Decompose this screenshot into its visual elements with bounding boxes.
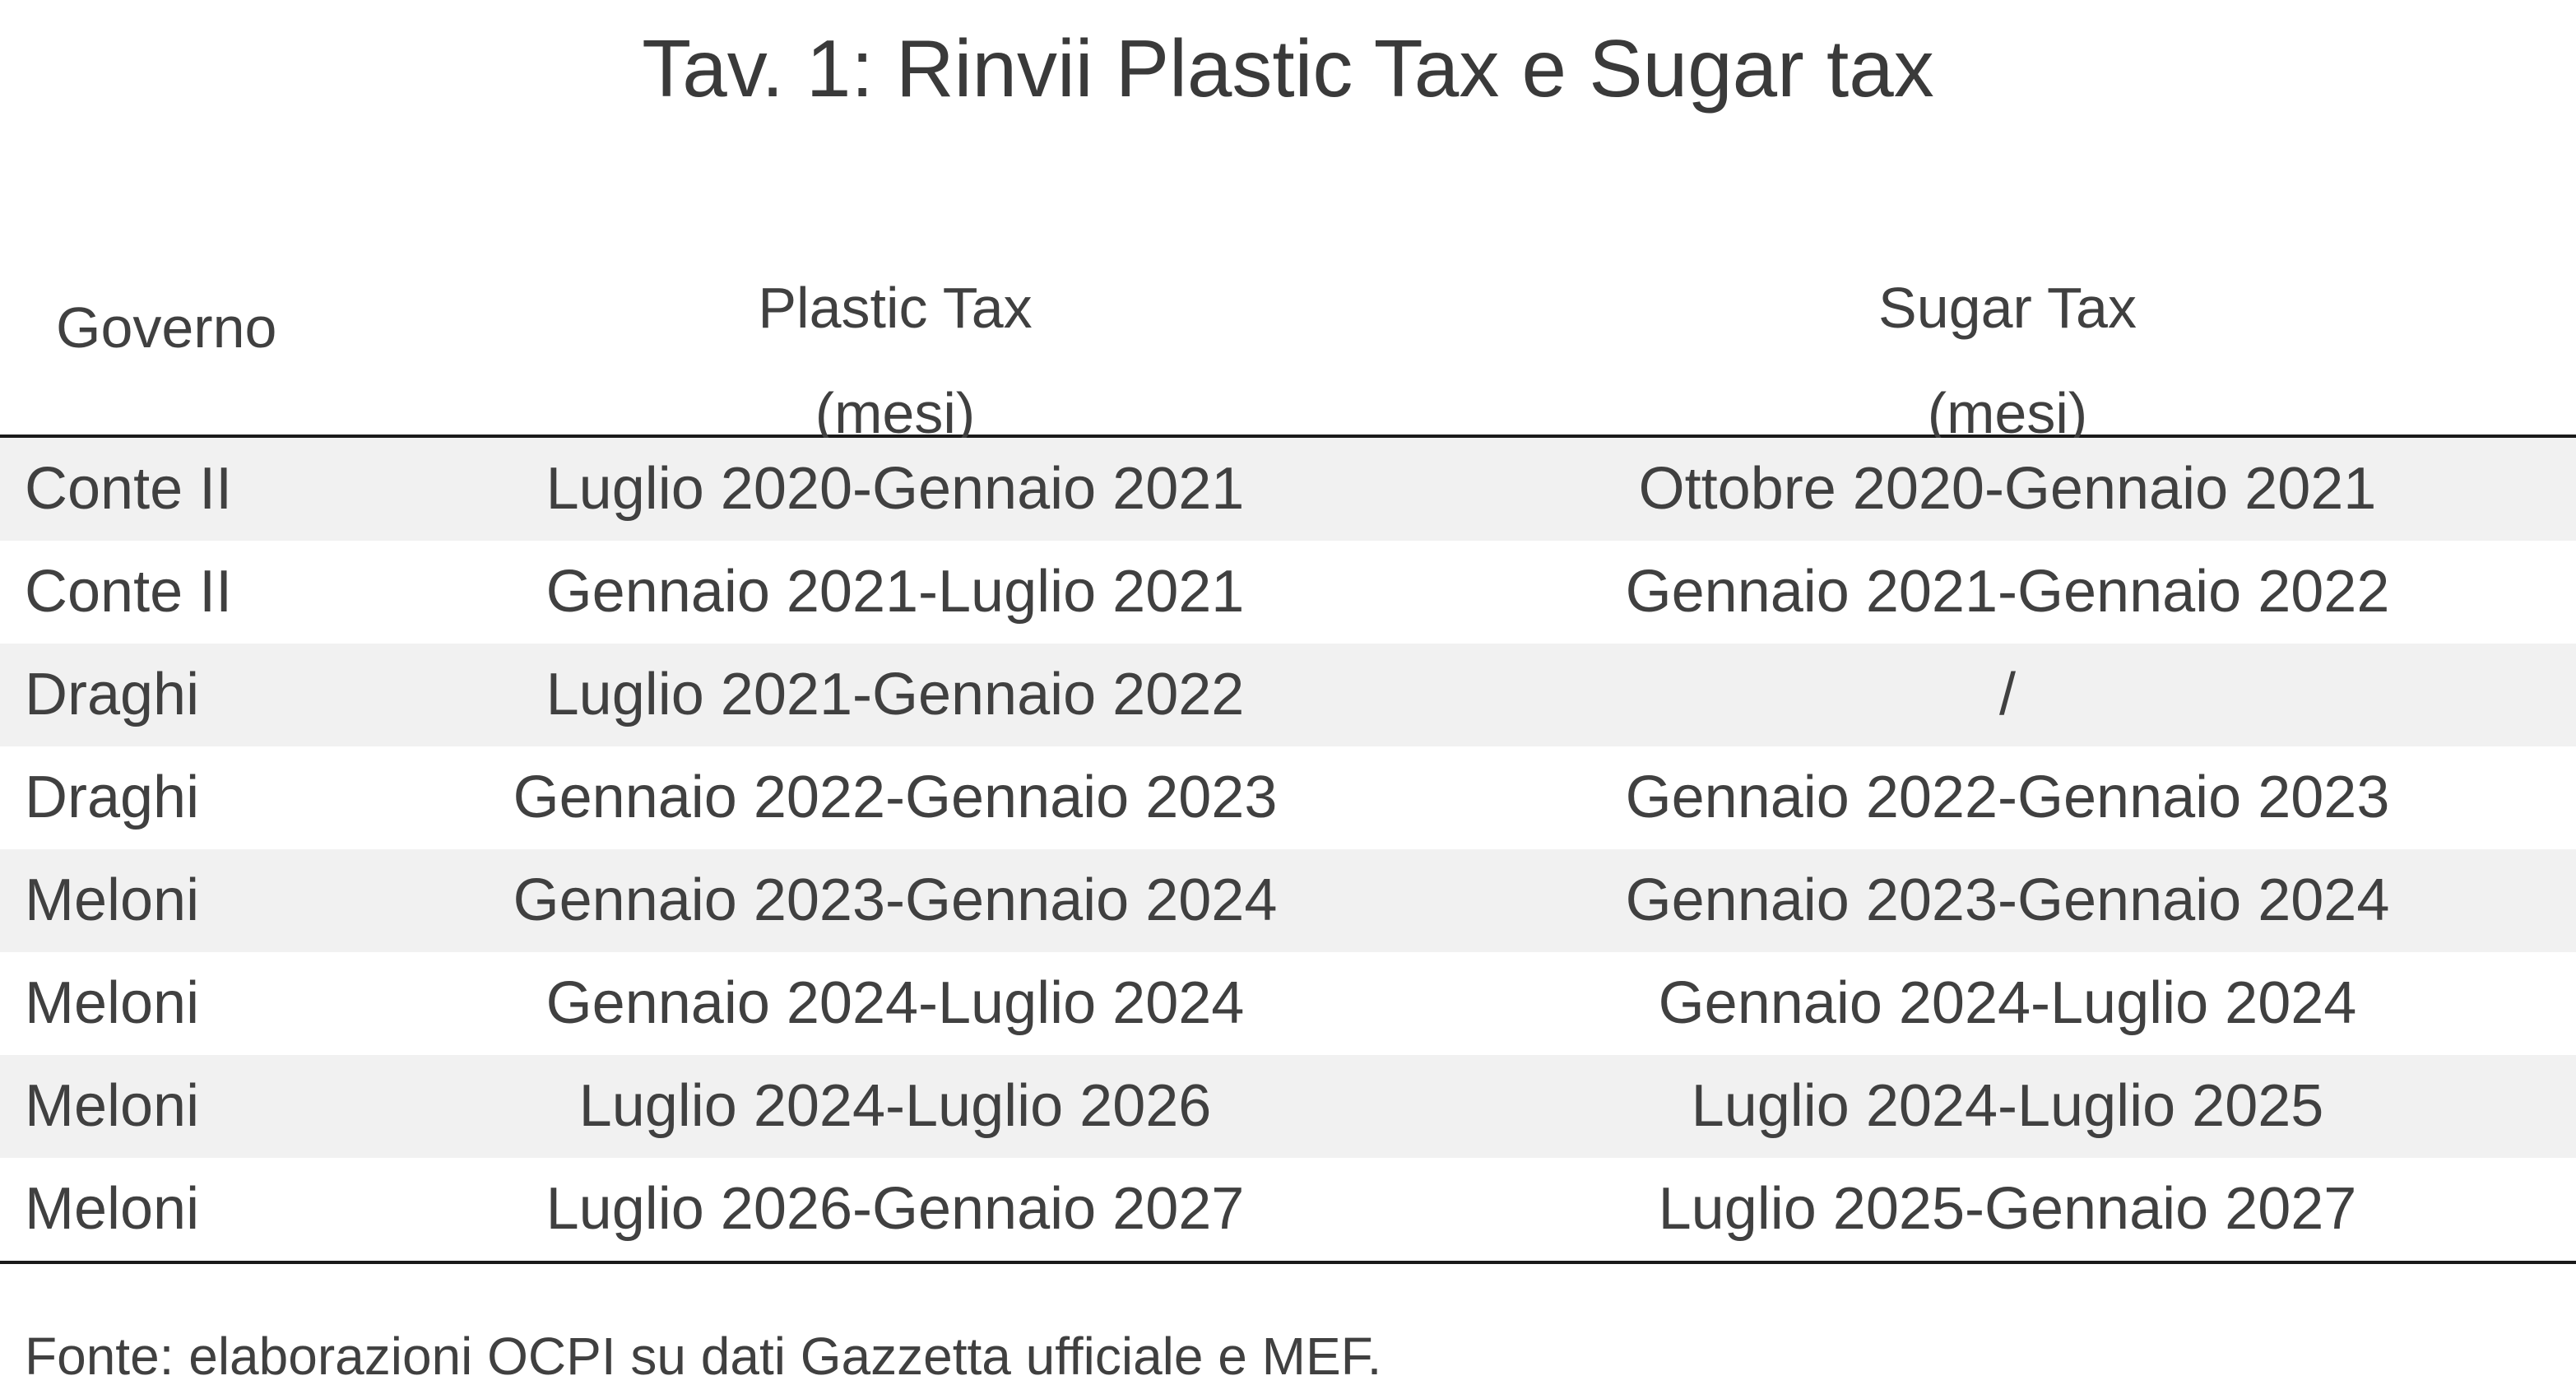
cell-sugar-tax: Gennaio 2023-Gennaio 2024 (1625, 867, 2390, 933)
cell-plastic-tax: Luglio 2021-Gennaio 2022 (545, 662, 1245, 727)
cell-governo: Meloni (25, 867, 200, 933)
header-plastic-tax-unit: (mesi) (815, 381, 976, 445)
table-title: Tav. 1: Rinvii Plastic Tax e Sugar tax (642, 23, 1934, 114)
cell-governo: Draghi (25, 765, 200, 830)
header-plastic-tax: Plastic Tax (mesi) (484, 255, 1307, 466)
table-row: Meloni Gennaio 2023-Gennaio 2024 Gennaio… (0, 849, 2576, 952)
cell-sugar-tax: Ottobre 2020-Gennaio 2021 (1638, 456, 2377, 522)
cell-governo: Meloni (25, 970, 200, 1036)
cell-governo: Conte II (25, 559, 233, 625)
header-governo: Governo (56, 295, 277, 360)
cell-plastic-tax: Gennaio 2023-Gennaio 2024 (513, 867, 1278, 933)
cell-plastic-tax: Luglio 2026-Gennaio 2027 (545, 1176, 1245, 1242)
header-sugar-tax-unit: (mesi) (1927, 381, 2088, 445)
table-row: Draghi Gennaio 2022-Gennaio 2023 Gennaio… (0, 746, 2576, 849)
cell-governo: Conte II (25, 456, 233, 522)
table-header: Governo Plastic Tax (mesi) Sugar Tax (me… (0, 239, 2576, 445)
cell-governo: Meloni (25, 1073, 200, 1139)
header-sugar-tax-label: Sugar Tax (1878, 276, 2137, 340)
header-plastic-tax-label: Plastic Tax (758, 276, 1033, 340)
header-sugar-tax: Sugar Tax (mesi) (1596, 255, 2419, 466)
table-row: Conte II Luglio 2020-Gennaio 2021 Ottobr… (0, 438, 2576, 541)
cell-plastic-tax: Luglio 2020-Gennaio 2021 (545, 456, 1245, 522)
cell-sugar-tax: Gennaio 2021-Gennaio 2022 (1625, 559, 2390, 625)
cell-sugar-tax: Gennaio 2022-Gennaio 2023 (1625, 765, 2390, 830)
cell-plastic-tax: Gennaio 2022-Gennaio 2023 (513, 765, 1278, 830)
cell-plastic-tax: Gennaio 2021-Luglio 2021 (545, 559, 1245, 625)
rinvii-table: Governo Plastic Tax (mesi) Sugar Tax (me… (0, 239, 2576, 1264)
cell-governo: Meloni (25, 1176, 200, 1242)
source-note: Fonte: elaborazioni OCPI su dati Gazzett… (25, 1327, 1382, 1386)
cell-sugar-tax: Gennaio 2024-Luglio 2024 (1658, 970, 2357, 1036)
table-row: Meloni Luglio 2026-Gennaio 2027 Luglio 2… (0, 1158, 2576, 1261)
cell-sugar-tax: / (1998, 662, 2016, 727)
table-bottom-rule (0, 1261, 2576, 1264)
cell-sugar-tax: Luglio 2025-Gennaio 2027 (1658, 1176, 2357, 1242)
table-row: Meloni Gennaio 2024-Luglio 2024 Gennaio … (0, 952, 2576, 1055)
cell-plastic-tax: Luglio 2024-Luglio 2026 (578, 1073, 1212, 1139)
cell-governo: Draghi (25, 662, 200, 727)
cell-plastic-tax: Gennaio 2024-Luglio 2024 (545, 970, 1245, 1036)
table-row: Meloni Luglio 2024-Luglio 2026 Luglio 20… (0, 1055, 2576, 1158)
table-row: Conte II Gennaio 2021-Luglio 2021 Gennai… (0, 541, 2576, 644)
table-row: Draghi Luglio 2021-Gennaio 2022 / (0, 644, 2576, 746)
cell-sugar-tax: Luglio 2024-Luglio 2025 (1691, 1073, 2324, 1139)
